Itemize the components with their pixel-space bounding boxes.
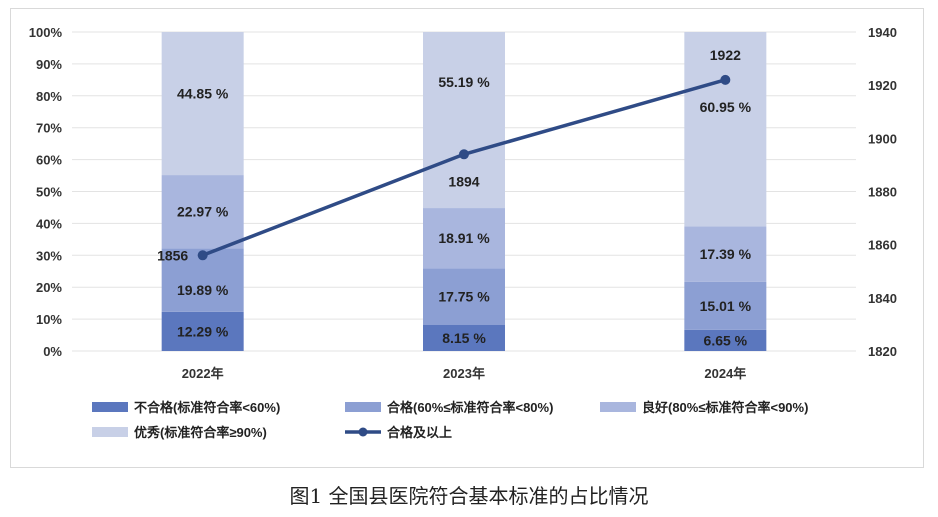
y-left-tick-label: 70% — [36, 121, 62, 136]
legend-line-marker — [358, 427, 368, 437]
y-right-tick-label: 1860 — [868, 238, 897, 253]
data-label: 18.91 % — [438, 230, 490, 246]
data-label: 55.19 % — [438, 74, 490, 90]
y-left-tick-label: 10% — [36, 312, 62, 327]
x-tick-label: 2022年 — [182, 366, 224, 381]
legend-swatch — [600, 402, 636, 412]
data-label: 17.39 % — [700, 246, 752, 262]
data-label: 17.75 % — [438, 289, 490, 305]
bar-segment — [161, 311, 244, 351]
y-right-tick-label: 1940 — [868, 25, 897, 40]
data-label: 44.85 % — [177, 86, 229, 102]
y-right-tick-label: 1880 — [868, 185, 897, 200]
line-data-label: 1922 — [710, 47, 741, 63]
bar-segment — [161, 175, 244, 249]
legend-swatch — [92, 427, 128, 437]
y-right-tick-label: 1920 — [868, 78, 897, 93]
y-left-tick-label: 90% — [36, 57, 62, 72]
line-data-label: 1894 — [448, 173, 479, 189]
y-left-tick-label: 50% — [36, 185, 62, 200]
y-left-tick-label: 60% — [36, 153, 62, 168]
data-label: 8.15 % — [442, 330, 486, 346]
y-left-tick-label: 0% — [43, 344, 62, 359]
stacked-bar-line-chart: 0% 10% 20% 30% 40% 50% 60% 70% 80% 90% 100% 1820 184… — [29, 25, 897, 440]
bar-segment — [423, 268, 505, 326]
line-point — [197, 250, 208, 261]
data-label: 19.89 % — [177, 282, 229, 298]
y-left-tick-label: 40% — [36, 216, 62, 231]
data-label: 15.01 % — [700, 298, 752, 314]
legend-swatch — [92, 402, 128, 412]
legend-label: 合格(60%≤标准符合率<80%) — [387, 400, 553, 415]
data-label: 12.29 % — [177, 323, 229, 339]
y-left-tick-label: 80% — [36, 89, 62, 104]
line-point — [459, 149, 469, 160]
bar-segment — [684, 226, 767, 282]
bar-segment — [161, 32, 244, 176]
bar-segment — [423, 208, 505, 269]
legend-swatch — [345, 402, 381, 412]
y-left-tick-label: 100% — [29, 25, 63, 40]
legend-label: 合格及以上 — [387, 425, 452, 440]
data-label: 60.95 % — [700, 99, 752, 115]
legend-label: 优秀(标准符合率≥90%) — [134, 425, 267, 440]
y-right-tick-label: 1840 — [868, 291, 897, 306]
y-right-tick-label: 1900 — [868, 131, 897, 146]
data-label: 22.97 % — [177, 204, 229, 220]
line-data-label: 1856 — [157, 247, 188, 263]
bar-segment — [684, 32, 767, 227]
bar-segment — [423, 325, 505, 351]
y-left-tick-label: 20% — [36, 280, 62, 295]
bar-segment — [423, 32, 505, 209]
legend-label: 不合格(标准符合率<60%) — [134, 400, 280, 415]
y-left-tick-label: 30% — [36, 248, 62, 263]
legend-label: 良好(80%≤标准符合率<90%) — [642, 400, 808, 415]
x-tick-label: 2024年 — [704, 366, 746, 381]
bar-segment — [684, 281, 767, 330]
y-right-tick-label: 1820 — [868, 344, 897, 359]
x-tick-label: 2023年 — [443, 366, 485, 381]
line-point — [720, 74, 731, 85]
figure-caption: 图1 全国县医院符合基本标准的占比情况 — [289, 484, 649, 508]
bar-segment — [684, 329, 767, 351]
data-label: 6.65 % — [704, 332, 748, 348]
